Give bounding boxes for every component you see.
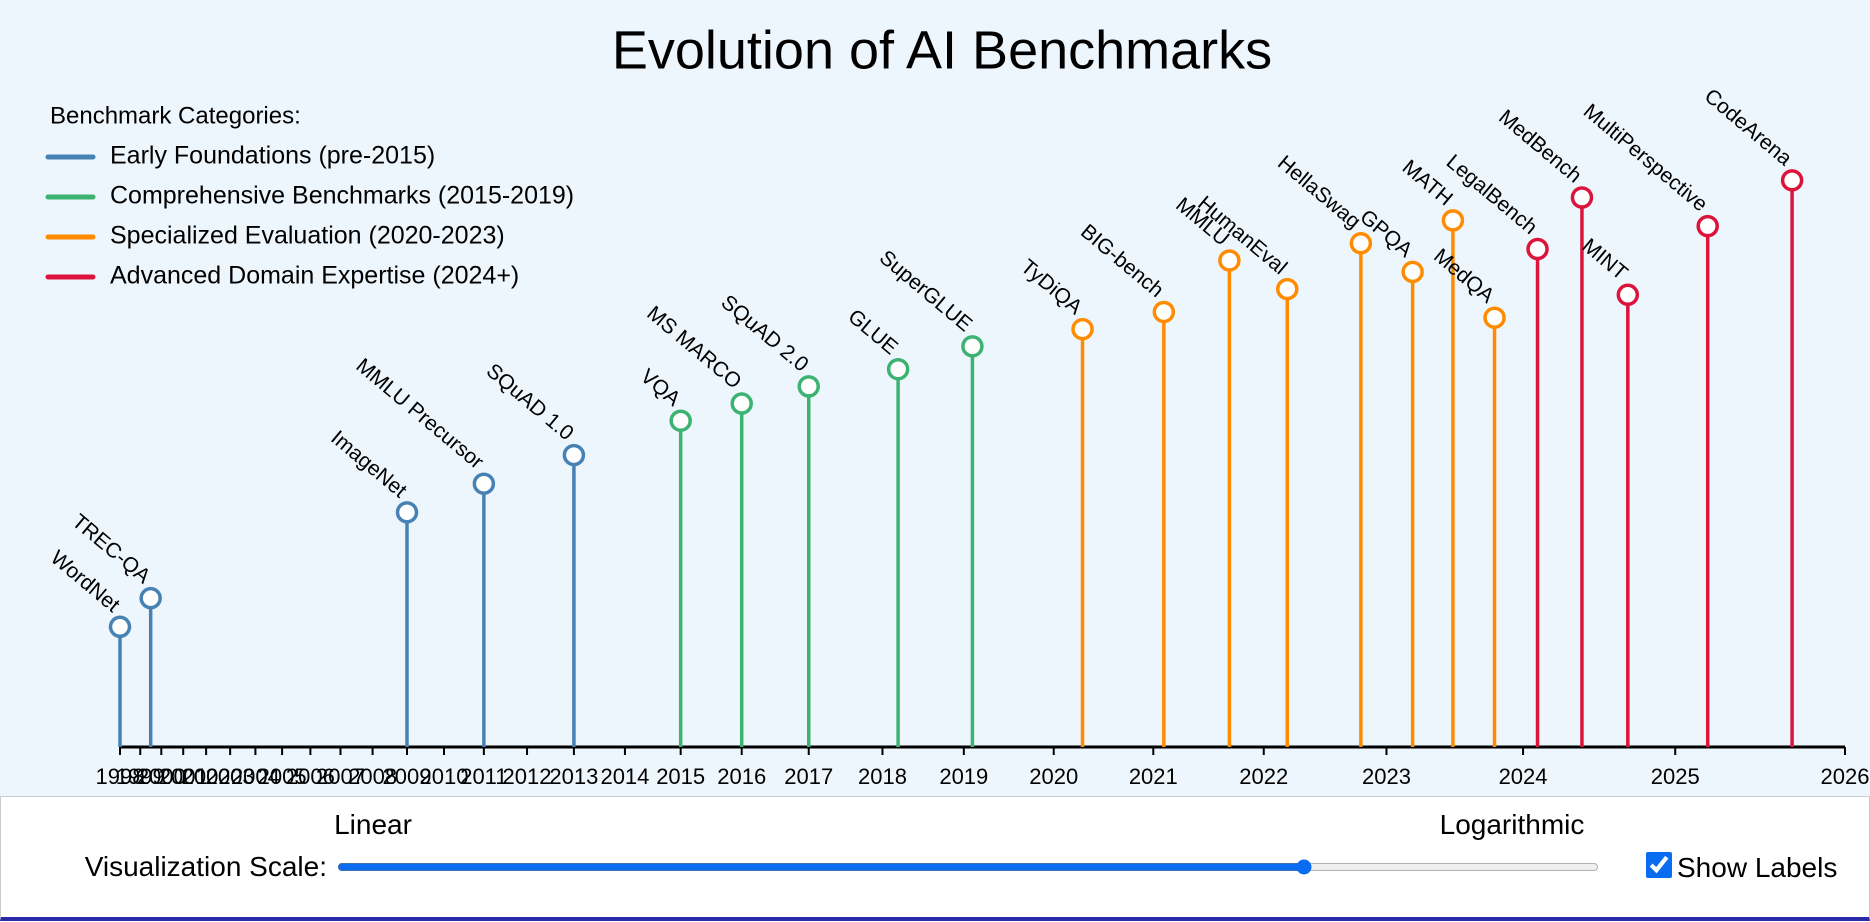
benchmark-point <box>1526 237 1549 261</box>
benchmark-point <box>1780 169 1804 192</box>
x-tick-label: 2004 <box>231 764 280 789</box>
x-tick-label: 2005 <box>258 764 307 789</box>
benchmark-label: CodeArena <box>1700 84 1796 170</box>
legend-label: Early Foundations (pre-2015) <box>110 142 435 170</box>
benchmark-label: MedBench <box>1494 105 1586 187</box>
benchmark-label: MINT <box>1578 234 1632 285</box>
chart-title: Evolution of AI Benchmarks <box>612 20 1272 80</box>
x-tick-label: 2014 <box>600 764 649 789</box>
benchmark-point <box>886 357 910 381</box>
benchmark-point <box>1276 277 1299 301</box>
benchmark-point <box>1441 209 1465 232</box>
benchmark-label: SQuAD 1.0 <box>482 359 578 445</box>
scale-label: Visualization Scale: <box>84 851 327 882</box>
benchmark-point <box>139 586 162 610</box>
x-tick-label: 2024 <box>1499 764 1548 789</box>
legend-label: Advanced Domain Expertise (2024+) <box>110 262 519 290</box>
x-tick-label: 2019 <box>939 764 988 789</box>
legend-label: Specialized Evaluation (2020-2023) <box>110 222 505 250</box>
benchmark-point <box>669 409 692 432</box>
benchmark-point <box>1570 186 1594 209</box>
benchmark-label: GLUE <box>844 305 903 359</box>
x-tick-label: 2006 <box>286 764 335 789</box>
x-tick-label: 2016 <box>717 764 766 789</box>
benchmark-label: VQA <box>636 365 685 411</box>
benchmark-label: TyDiQA <box>1016 255 1086 319</box>
benchmark-label: BIG-bench <box>1076 220 1168 302</box>
x-tick-label: 2017 <box>784 764 833 789</box>
x-tick-label: 2012 <box>503 764 552 789</box>
x-tick-label: 2002 <box>182 764 231 789</box>
x-tick-label: 2011 <box>460 764 507 789</box>
show-labels-label: Show Labels <box>1677 852 1838 883</box>
benchmark-label: MultiPerspective <box>1579 100 1712 217</box>
benchmark-label: ImageNet <box>326 426 411 502</box>
scale-slider[interactable] <box>337 852 1599 882</box>
benchmark-point <box>1483 306 1506 329</box>
benchmark-point <box>797 375 820 398</box>
x-tick-label: 2018 <box>858 764 907 789</box>
benchmark-point <box>472 472 496 495</box>
benchmark-point <box>108 615 132 639</box>
benchmark-point <box>1696 214 1719 238</box>
chart: Evolution of AI Benchmarks Benchmark Cat… <box>45 20 1870 789</box>
x-tick-label: 2003 <box>206 764 255 789</box>
benchmark-point <box>1071 317 1094 341</box>
log-label: Logarithmic <box>1439 809 1585 840</box>
x-tick-label: 2025 <box>1651 764 1700 789</box>
benchmark-label: MedQA <box>1429 244 1498 307</box>
x-tick-label: 2020 <box>1029 764 1078 789</box>
chart-area: Evolution of AI Benchmarks Benchmark Cat… <box>0 0 1870 796</box>
legend-title: Benchmark Categories: <box>50 102 301 129</box>
x-tick-label: 2023 <box>1362 764 1411 789</box>
benchmark-point <box>1401 260 1424 284</box>
benchmark-point <box>961 335 984 358</box>
benchmark-label: HellaSwag <box>1273 151 1365 233</box>
linear-label: Linear <box>334 809 412 840</box>
benchmark-point <box>730 392 753 415</box>
x-tick-label: 1998 <box>96 764 145 789</box>
benchmark-point <box>1616 283 1640 307</box>
benchmark-point <box>562 443 586 467</box>
benchmark-point <box>1349 232 1373 255</box>
legend-label: Comprehensive Benchmarks (2015-2019) <box>110 182 574 210</box>
benchmark-point <box>395 501 419 524</box>
x-tick-label: 2021 <box>1129 764 1178 789</box>
x-tick-label: 2015 <box>656 764 705 789</box>
benchmark-point <box>1152 300 1176 324</box>
x-tick-label: 2013 <box>549 764 598 789</box>
x-tick-label: 2026 <box>1821 764 1870 789</box>
benchmark-point <box>1218 249 1241 272</box>
x-tick-label: 2000 <box>137 764 186 789</box>
x-tick-label: 2007 <box>316 764 365 789</box>
x-tick-label: 2001 <box>159 764 208 789</box>
x-tick-label: 2008 <box>348 764 397 789</box>
x-tick-label: 2010 <box>419 764 468 789</box>
show-labels-checkbox[interactable] <box>1646 852 1672 878</box>
x-tick-label: 2009 <box>383 764 432 789</box>
x-tick-label: 1999 <box>116 764 165 789</box>
x-tick-label: 2022 <box>1239 764 1288 789</box>
benchmark-label: SuperGLUE <box>875 246 977 336</box>
